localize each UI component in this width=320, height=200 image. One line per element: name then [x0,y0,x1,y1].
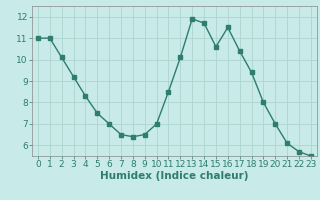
X-axis label: Humidex (Indice chaleur): Humidex (Indice chaleur) [100,171,249,181]
